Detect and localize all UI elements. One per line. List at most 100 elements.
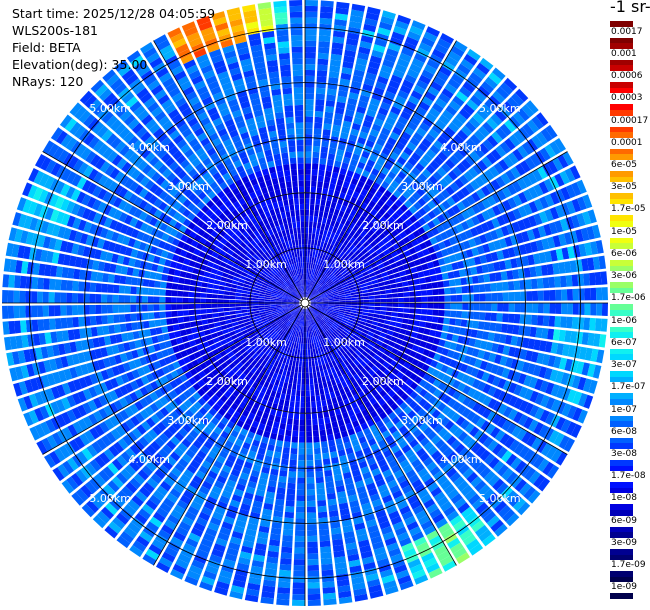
ppi-cell [368,61,381,70]
ppi-cell [340,513,351,522]
ppi-cell [478,125,490,138]
ppi-cell [322,452,330,460]
ppi-cell [136,313,143,321]
ppi-cell [368,200,376,209]
ppi-cell [138,508,151,520]
ppi-cell [566,405,577,419]
ppi-cell [298,460,305,467]
ppi-cell [67,457,79,471]
ppi-cell [312,157,319,164]
ppi-cell [92,515,107,529]
ppi-cell [305,122,313,129]
ppi-cell [155,351,164,360]
ppi-cell [263,579,276,587]
ppi-cell [315,233,319,241]
ppi-cell [355,340,362,347]
ppi-cell [106,304,113,314]
ppi-cell [134,512,148,525]
ppi-cell [308,227,313,234]
ppi-cell [301,320,304,327]
ppi-cell [391,393,400,402]
ppi-cell [244,594,259,603]
ppi-cell [360,550,373,559]
ppi-cell [155,327,163,335]
ppi-cell [479,172,490,184]
ppi-cell [550,249,558,262]
ppi-cell [309,209,314,216]
ppi-cell [206,288,213,294]
ppi-cell [181,264,189,272]
ppi-cell [333,309,340,312]
ppi-cell [397,500,409,510]
ppi-cell [258,371,265,379]
ppi-cell [241,293,248,297]
ppi-cell [316,70,328,77]
ppi-cell [344,290,351,295]
ppi-cell [406,324,414,331]
ppi-cell [426,315,433,322]
ppi-cell [211,485,222,495]
ppi-cell [367,316,374,321]
ppi-cell [448,279,456,287]
ppi-cell [431,369,440,378]
ppi-cell [442,447,454,458]
ppi-cell [453,150,464,162]
ppi-cell [380,194,389,203]
ppi-cell [526,434,538,447]
ppi-cell [392,100,404,110]
ppi-cell [305,227,309,234]
ppi-cell [308,313,312,320]
ppi-cell [137,367,146,377]
ppi-cell [359,175,368,183]
ppi-cell [371,49,384,59]
ppi-cell [198,543,211,554]
ppi-cell [407,319,415,325]
ppi-cell [342,120,352,129]
ppi-cell [245,324,252,330]
ppi-cell [337,288,344,292]
ppi-cell [380,16,395,26]
ppi-cell [344,477,354,485]
ppi-cell [271,322,277,327]
ppi-cell [321,569,334,577]
ppi-cell [346,548,359,556]
ppi-cell [395,338,403,345]
ppi-cell [397,265,405,272]
ppi-cell [533,422,544,435]
ppi-cell [244,280,251,285]
ppi-cell [335,485,345,493]
ppi-cell [282,535,293,542]
ppi-cell [359,156,368,164]
ppi-cell [365,432,374,441]
ppi-cell [473,236,482,246]
ppi-cell [256,282,263,287]
ppi-cell [456,371,465,381]
ppi-cell [450,493,463,505]
ppi-cell [80,363,89,375]
ppi-cell [356,227,363,235]
ppi-cell [316,316,321,321]
ppi-cell [314,251,319,258]
ppi-cell [100,347,108,358]
ppi-cell [468,167,479,179]
ppi-cell [524,402,534,415]
ppi-cell [321,297,328,300]
ppi-cell [601,287,608,301]
ppi-cell [274,316,280,321]
ppi-cell [217,294,224,299]
ppi-cell [125,418,136,430]
ppi-cell [347,319,354,324]
ppi-cell [432,207,441,217]
ppi-cell [212,403,221,412]
ppi-cell [207,318,214,324]
ppi-cell [203,402,212,412]
ppi-cell [306,419,312,426]
ppi-cell [341,393,348,401]
ppi-cell [319,388,325,395]
ppi-cell [143,482,155,494]
ppi-cell [169,488,182,499]
ppi-cell [39,405,50,420]
ppi-cell [601,303,608,316]
ppi-cell [313,342,318,349]
ppi-cell [421,36,435,48]
